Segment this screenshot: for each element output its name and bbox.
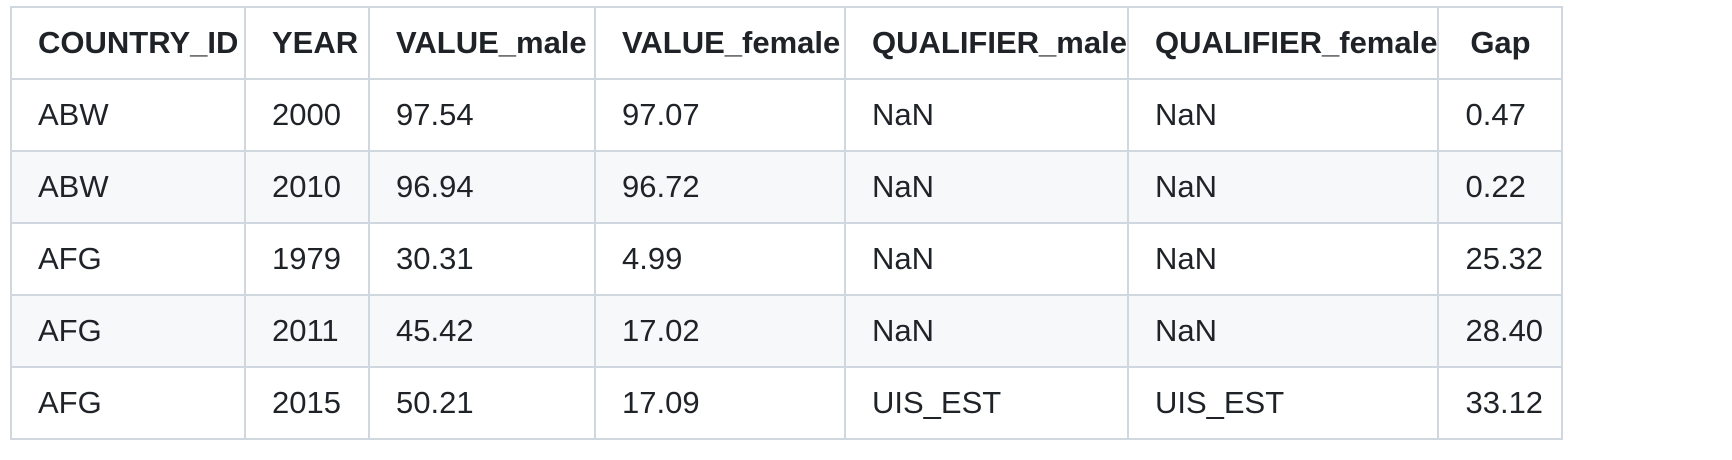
data-table-container: COUNTRY_ID YEAR VALUE_male VALUE_female … [10,6,1564,440]
table-cell: 17.02 [594,294,846,368]
table-cell: 96.94 [368,150,596,224]
table-cell: 2000 [244,78,370,152]
column-header-gap: Gap [1437,6,1564,80]
table-row: ABW 2000 97.54 97.07 NaN NaN 0.47 [10,78,1564,152]
table-cell: 97.07 [594,78,846,152]
table-header-row: COUNTRY_ID YEAR VALUE_male VALUE_female … [10,6,1564,80]
table-cell: NaN [844,150,1129,224]
table-cell: NaN [1126,78,1440,152]
table-cell: 2010 [244,150,370,224]
table-cell: AFG [10,222,246,296]
table-row: AFG 2015 50.21 17.09 UIS_EST UIS_EST 33.… [10,366,1564,440]
table-row: AFG 2011 45.42 17.02 NaN NaN 28.40 [10,294,1564,368]
table-cell: 2011 [244,294,370,368]
column-header-year: YEAR [244,6,370,80]
table-cell: 17.09 [594,366,846,440]
column-header-value-male: VALUE_male [368,6,596,80]
table-cell: 45.42 [368,294,596,368]
table-cell: NaN [1126,150,1440,224]
table-cell: 2015 [244,366,370,440]
table-cell: 96.72 [594,150,846,224]
table-cell: 50.21 [368,366,596,440]
column-header-country-id: COUNTRY_ID [10,6,246,80]
table-cell: 0.47 [1437,78,1564,152]
table-cell: 28.40 [1437,294,1564,368]
table-cell: NaN [844,294,1129,368]
table-cell: ABW [10,78,246,152]
table-cell: 30.31 [368,222,596,296]
table-cell: 4.99 [594,222,846,296]
table-cell: 1979 [244,222,370,296]
table-cell: ABW [10,150,246,224]
table-cell: NaN [844,78,1129,152]
table-cell: NaN [844,222,1129,296]
column-header-qualifier-male: QUALIFIER_male [844,6,1129,80]
data-table: COUNTRY_ID YEAR VALUE_male VALUE_female … [10,6,1564,440]
table-row: AFG 1979 30.31 4.99 NaN NaN 25.32 [10,222,1564,296]
table-cell: 33.12 [1437,366,1564,440]
table-cell: AFG [10,294,246,368]
table-cell: UIS_EST [1126,366,1440,440]
table-cell: 0.22 [1437,150,1564,224]
column-header-qualifier-female: QUALIFIER_female [1126,6,1440,80]
table-row: ABW 2010 96.94 96.72 NaN NaN 0.22 [10,150,1564,224]
table-cell: UIS_EST [844,366,1129,440]
table-cell: NaN [1126,222,1440,296]
table-cell: AFG [10,366,246,440]
table-cell: NaN [1126,294,1440,368]
table-cell: 25.32 [1437,222,1564,296]
table-cell: 97.54 [368,78,596,152]
column-header-value-female: VALUE_female [594,6,846,80]
